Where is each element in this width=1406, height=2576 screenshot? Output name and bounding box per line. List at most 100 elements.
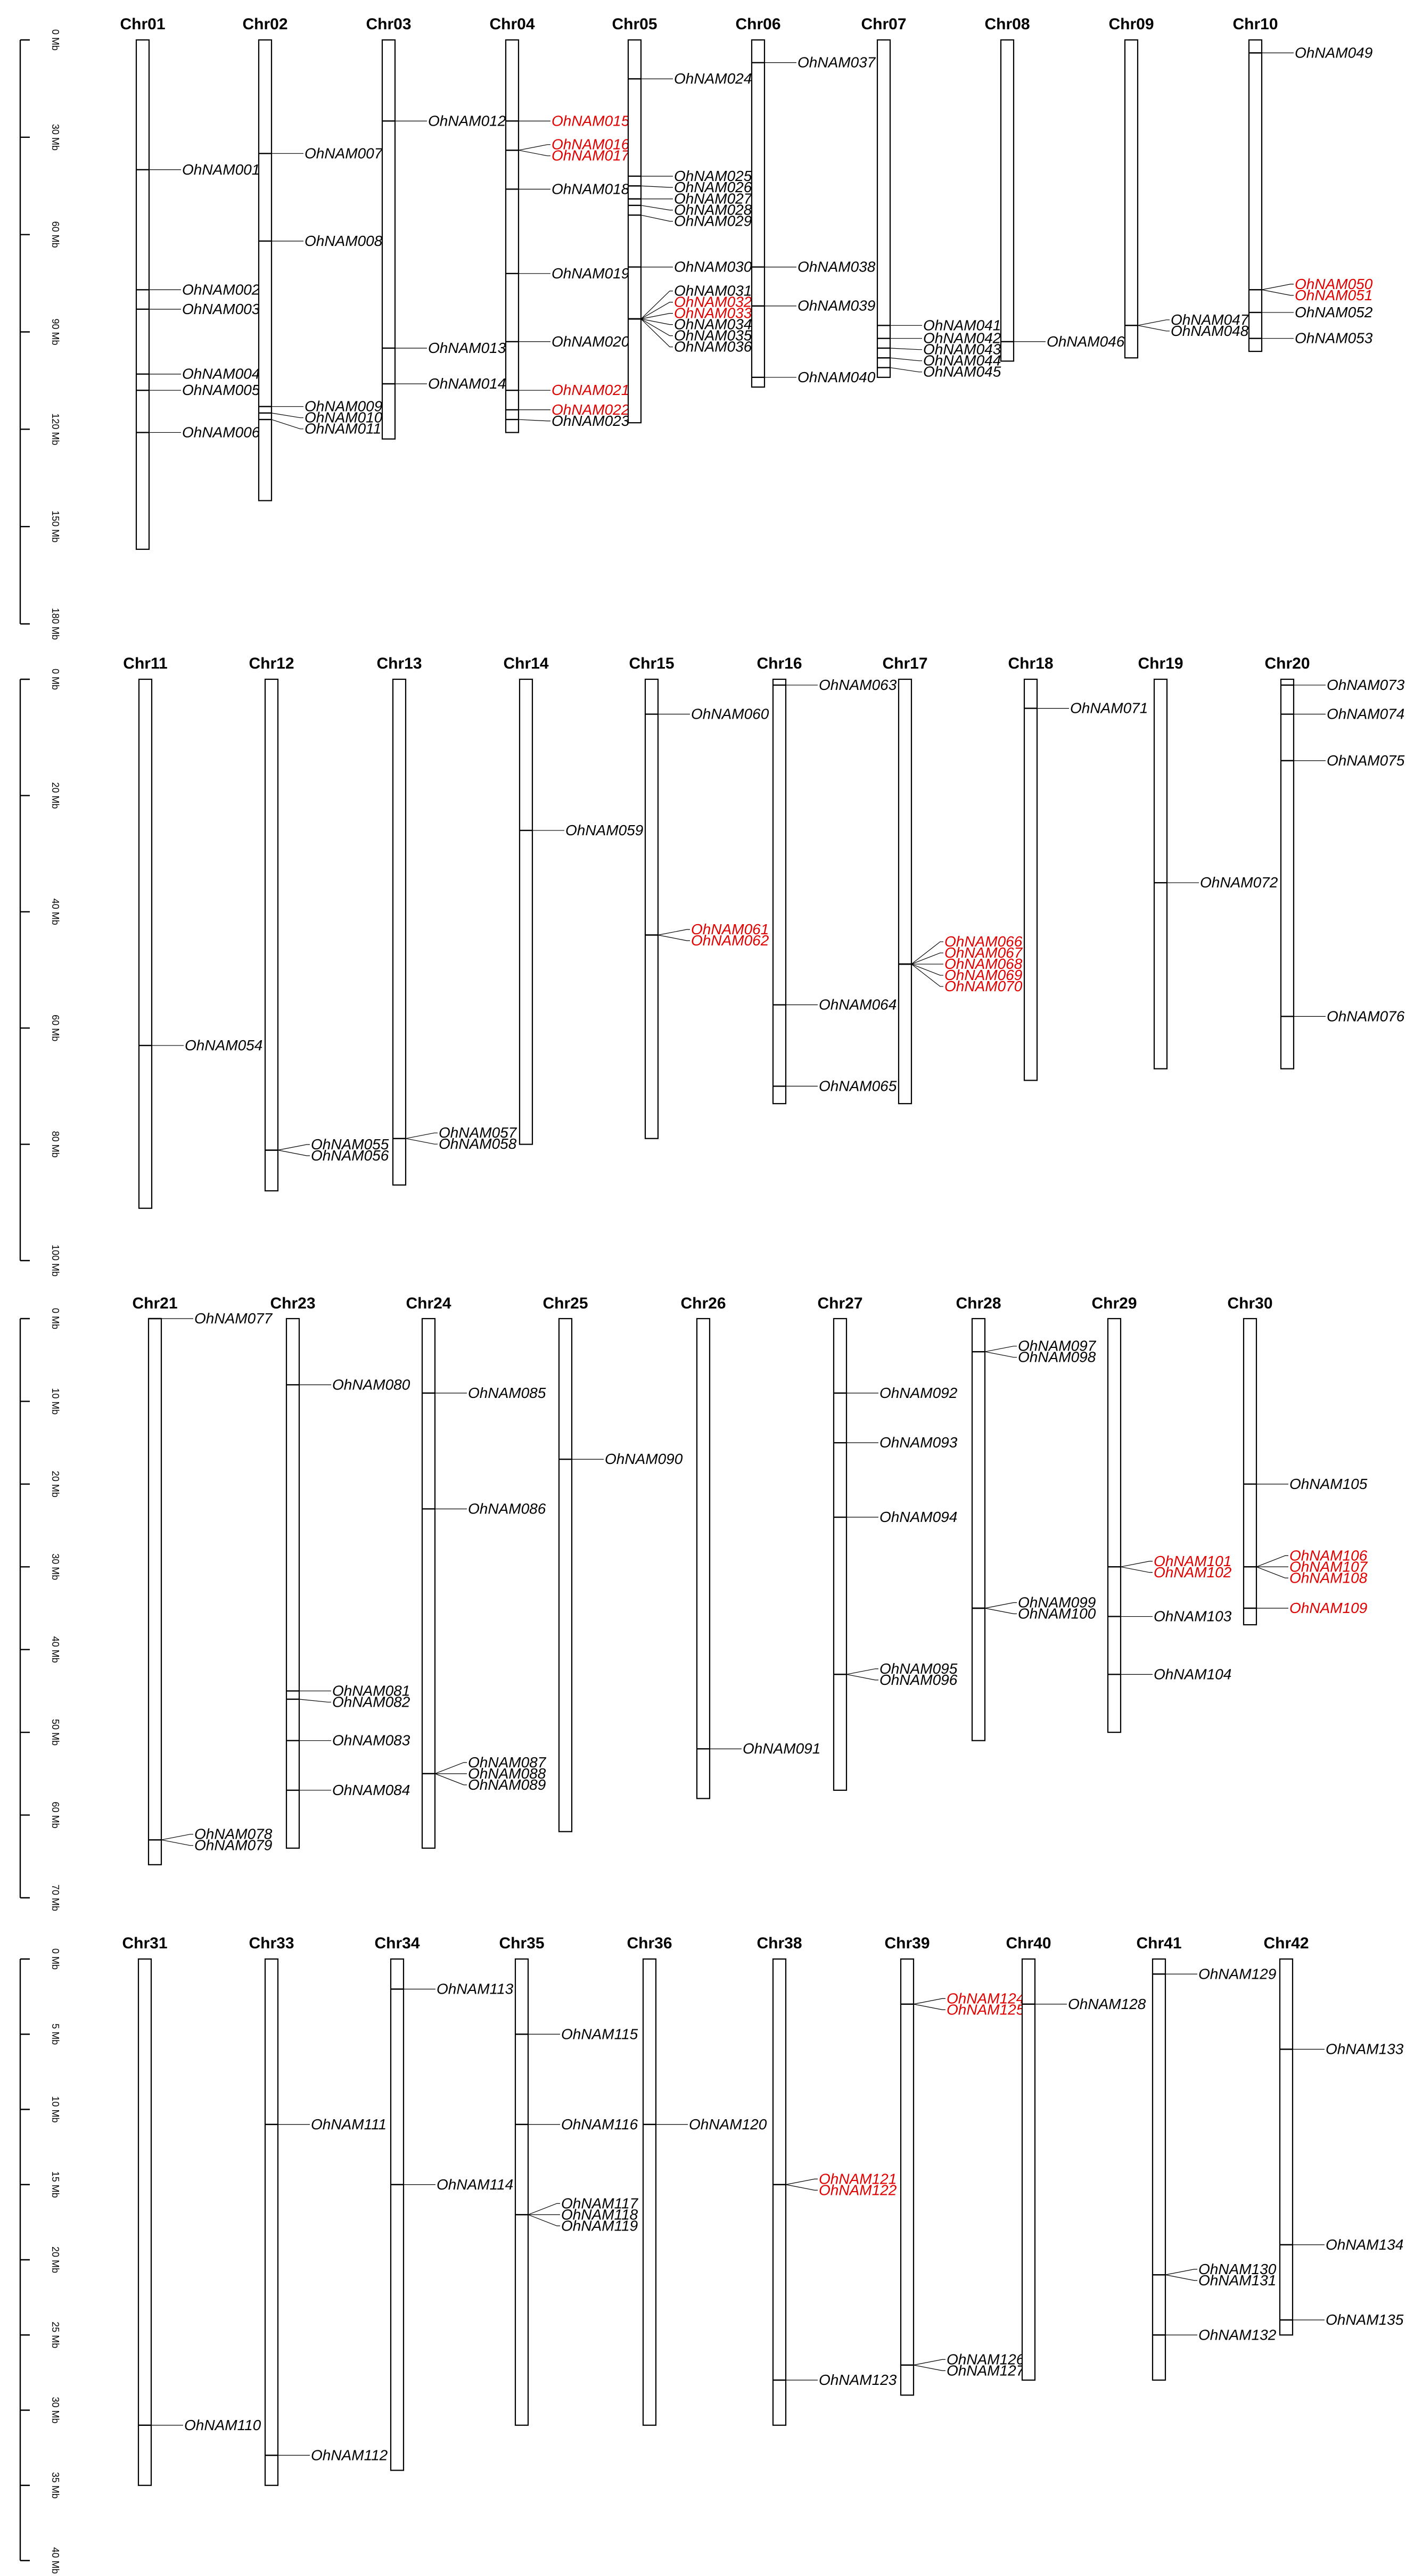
gene-label-ohnam078: OhNAM078 (194, 1826, 273, 1842)
chromosome-chr02: Chr02 OhNAM007 OhNAM008 OhNAM009OhNAM010OhN… (242, 15, 383, 501)
gene-label-ohnam039: OhNAM039 (797, 298, 875, 314)
chromosome-label: Chr13 (376, 655, 422, 672)
gene-label-ohnam040: OhNAM040 (797, 369, 876, 385)
chromosome-bar (1124, 39, 1139, 359)
gene-label-ohnam117: OhNAM117 (561, 2195, 639, 2211)
gene-label-ohnam034: OhNAM034 (674, 316, 752, 333)
gene-leader-line (911, 964, 943, 976)
chromosome-label: Chr06 (735, 15, 780, 33)
gene-label-ohnam102: OhNAM102 (1154, 1564, 1232, 1581)
chromosome-label: Chr15 (629, 655, 674, 672)
gene-leader-line (1165, 2274, 1197, 2281)
chromosome-label: Chr39 (884, 1935, 930, 1952)
gene-label-ohnam096: OhNAM096 (879, 1672, 958, 1688)
chromosome-chr06: Chr06 OhNAM037 OhNAM038 OhNAM039 OhNAM040 (735, 15, 876, 388)
gene-leader-line (890, 357, 922, 361)
gene-label-ohnam005: OhNAM005 (182, 382, 260, 398)
scale-tick-label: 0 Mb (50, 1308, 61, 1329)
chromosome-label: Chr41 (1136, 1935, 1181, 1952)
chromosome-label: Chr08 (984, 15, 1030, 33)
scale-tick-label: 20 Mb (50, 2246, 61, 2273)
gene-label-ohnam035: OhNAM035 (674, 327, 752, 344)
gene-label-ohnam116: OhNAM116 (561, 2116, 638, 2133)
chromosome-bar (135, 39, 150, 550)
chromosome-chr34: Chr34 OhNAM113 OhNAM114 (374, 1935, 514, 2471)
chromosome-bar (258, 39, 273, 501)
scale-tick-label: 60 Mb (50, 1015, 61, 1041)
gene-leader-line (913, 2359, 945, 2366)
chromosome-bar (1279, 1958, 1294, 2336)
gene-leader-line (890, 348, 922, 350)
chromosome-bar (876, 39, 891, 378)
gene-label-ohnam020: OhNAM020 (552, 333, 630, 350)
gene-label-ohnam018: OhNAM018 (552, 180, 630, 197)
gene-label-ohnam002: OhNAM002 (182, 281, 260, 298)
scale-tick-label: 5 Mb (50, 2023, 61, 2045)
chromosome-bar (519, 678, 533, 1145)
chromosome-bar (392, 678, 407, 1186)
scale-tick-label: 90 Mb (50, 318, 61, 345)
gene-label-ohnam074: OhNAM074 (1327, 706, 1404, 722)
gene-leader-line (640, 318, 673, 336)
scale-tick-label: 30 Mb (50, 1553, 61, 1580)
chromosome-chr27: Chr27 OhNAM092 OhNAM093 OhNAM094 OhNAM095OhN… (817, 1295, 958, 1791)
gene-label-ohnam012: OhNAM012 (428, 112, 506, 129)
gene-label-ohnam105: OhNAM105 (1289, 1476, 1368, 1492)
gene-label-ohnam133: OhNAM133 (1326, 2041, 1404, 2057)
chromosome-label: Chr07 (861, 15, 906, 33)
chromosome-bar (558, 1318, 573, 1832)
gene-leader-line (890, 367, 922, 373)
gene-label-ohnam024: OhNAM024 (674, 70, 752, 87)
gene-leader-line (913, 1998, 945, 2005)
gene-label-ohnam072: OhNAM072 (1200, 874, 1278, 891)
gene-label-ohnam044: OhNAM044 (923, 352, 1001, 369)
gene-leader-line (518, 419, 550, 422)
chromosome-chr31: Chr31 OhNAM110 (122, 1935, 261, 2486)
gene-label-ohnam021: OhNAM021 (552, 382, 629, 398)
gene-label-ohnam047: OhNAM047 (1171, 311, 1249, 328)
gene-label-ohnam088: OhNAM088 (468, 1765, 546, 1782)
chromosome-chr14: Chr14 OhNAM059 (503, 655, 643, 1145)
gene-label-ohnam069: OhNAM069 (944, 967, 1022, 983)
gene-label-ohnam092: OhNAM092 (879, 1385, 958, 1401)
gene-leader-line (1120, 1561, 1153, 1567)
chromosome-bar (1153, 678, 1168, 1069)
gene-leader-line (846, 1674, 878, 1681)
gene-label-ohnam060: OhNAM060 (691, 706, 769, 722)
gene-leader-line (528, 2203, 560, 2215)
gene-leader-line (277, 1149, 310, 1156)
chromosome-bar (1023, 678, 1038, 1081)
gene-label-ohnam103: OhNAM103 (1154, 1608, 1232, 1625)
gene-label-ohnam106: OhNAM106 (1289, 1547, 1368, 1563)
chromosome-label: Chr21 (132, 1295, 177, 1312)
gene-label-ohnam077: OhNAM077 (194, 1310, 273, 1327)
gene-label-ohnam041: OhNAM041 (923, 317, 1001, 333)
gene-label-ohnam091: OhNAM091 (743, 1740, 820, 1757)
gene-leader-line (984, 1602, 1017, 1609)
gene-label-ohnam043: OhNAM043 (923, 341, 1001, 358)
gene-leader-line (1261, 289, 1294, 296)
gene-label-ohnam001: OhNAM001 (182, 161, 260, 178)
gene-label-ohnam057: OhNAM057 (439, 1124, 517, 1141)
gene-label-ohnam071: OhNAM071 (1070, 700, 1148, 717)
gene-leader-line (640, 318, 673, 325)
gene-leader-line (640, 302, 673, 319)
gene-label-ohnam015: OhNAM015 (552, 112, 630, 129)
gene-label-ohnam113: OhNAM113 (437, 1981, 514, 1997)
gene-label-ohnam054: OhNAM054 (185, 1037, 262, 1054)
chromosome-bar (900, 1958, 915, 2396)
gene-label-ohnam031: OhNAM031 (674, 283, 752, 299)
gene-label-ohnam109: OhNAM109 (1289, 1600, 1367, 1616)
gene-label-ohnam084: OhNAM084 (332, 1782, 410, 1798)
gene-label-ohnam082: OhNAM082 (332, 1693, 410, 1710)
gene-label-ohnam108: OhNAM108 (1289, 1569, 1368, 1586)
gene-leader-line (299, 1699, 331, 1703)
gene-label-ohnam053: OhNAM053 (1295, 330, 1373, 347)
gene-label-ohnam120: OhNAM120 (689, 2116, 767, 2133)
chromosome-bar (421, 1318, 436, 1849)
gene-leader-line (640, 215, 673, 222)
